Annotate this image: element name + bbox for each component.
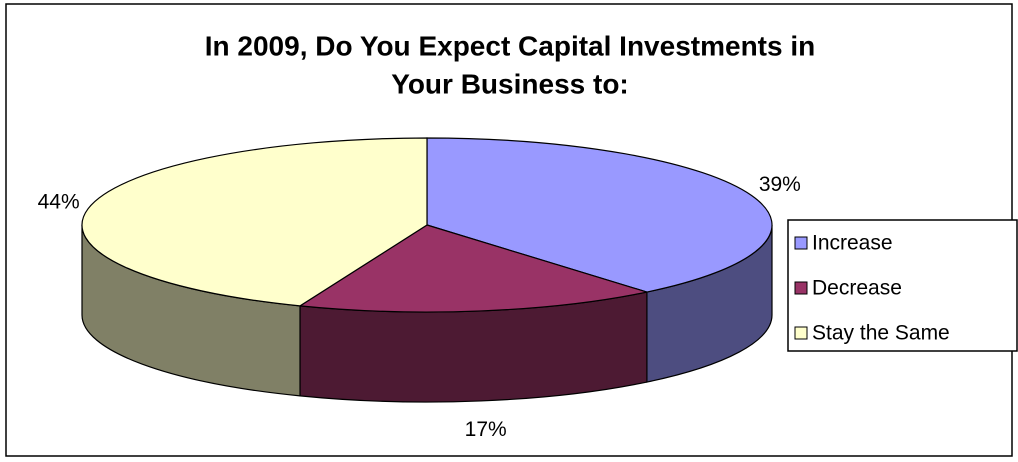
slice	[81, 137, 428, 307]
legend-label: Increase	[812, 232, 893, 255]
legend-swatch	[794, 281, 808, 295]
chart-title: Your Business to:	[391, 68, 629, 99]
data-label: 39%	[759, 173, 801, 196]
legend: Increase Decrease Stay the Same	[787, 219, 1018, 352]
slice	[298, 224, 648, 313]
pie: 39% 17% 44%	[38, 137, 801, 441]
slice	[426, 137, 773, 293]
legend-swatch	[794, 236, 808, 250]
legend-label: Decrease	[812, 277, 902, 300]
data-label: 17%	[465, 418, 507, 441]
legend-swatch	[794, 326, 808, 340]
legend-label: Stay the Same	[812, 322, 950, 345]
data-label: 44%	[38, 191, 80, 214]
legend-box	[787, 219, 1018, 352]
chart-title: In 2009, Do You Expect Capital Investmen…	[205, 30, 815, 61]
